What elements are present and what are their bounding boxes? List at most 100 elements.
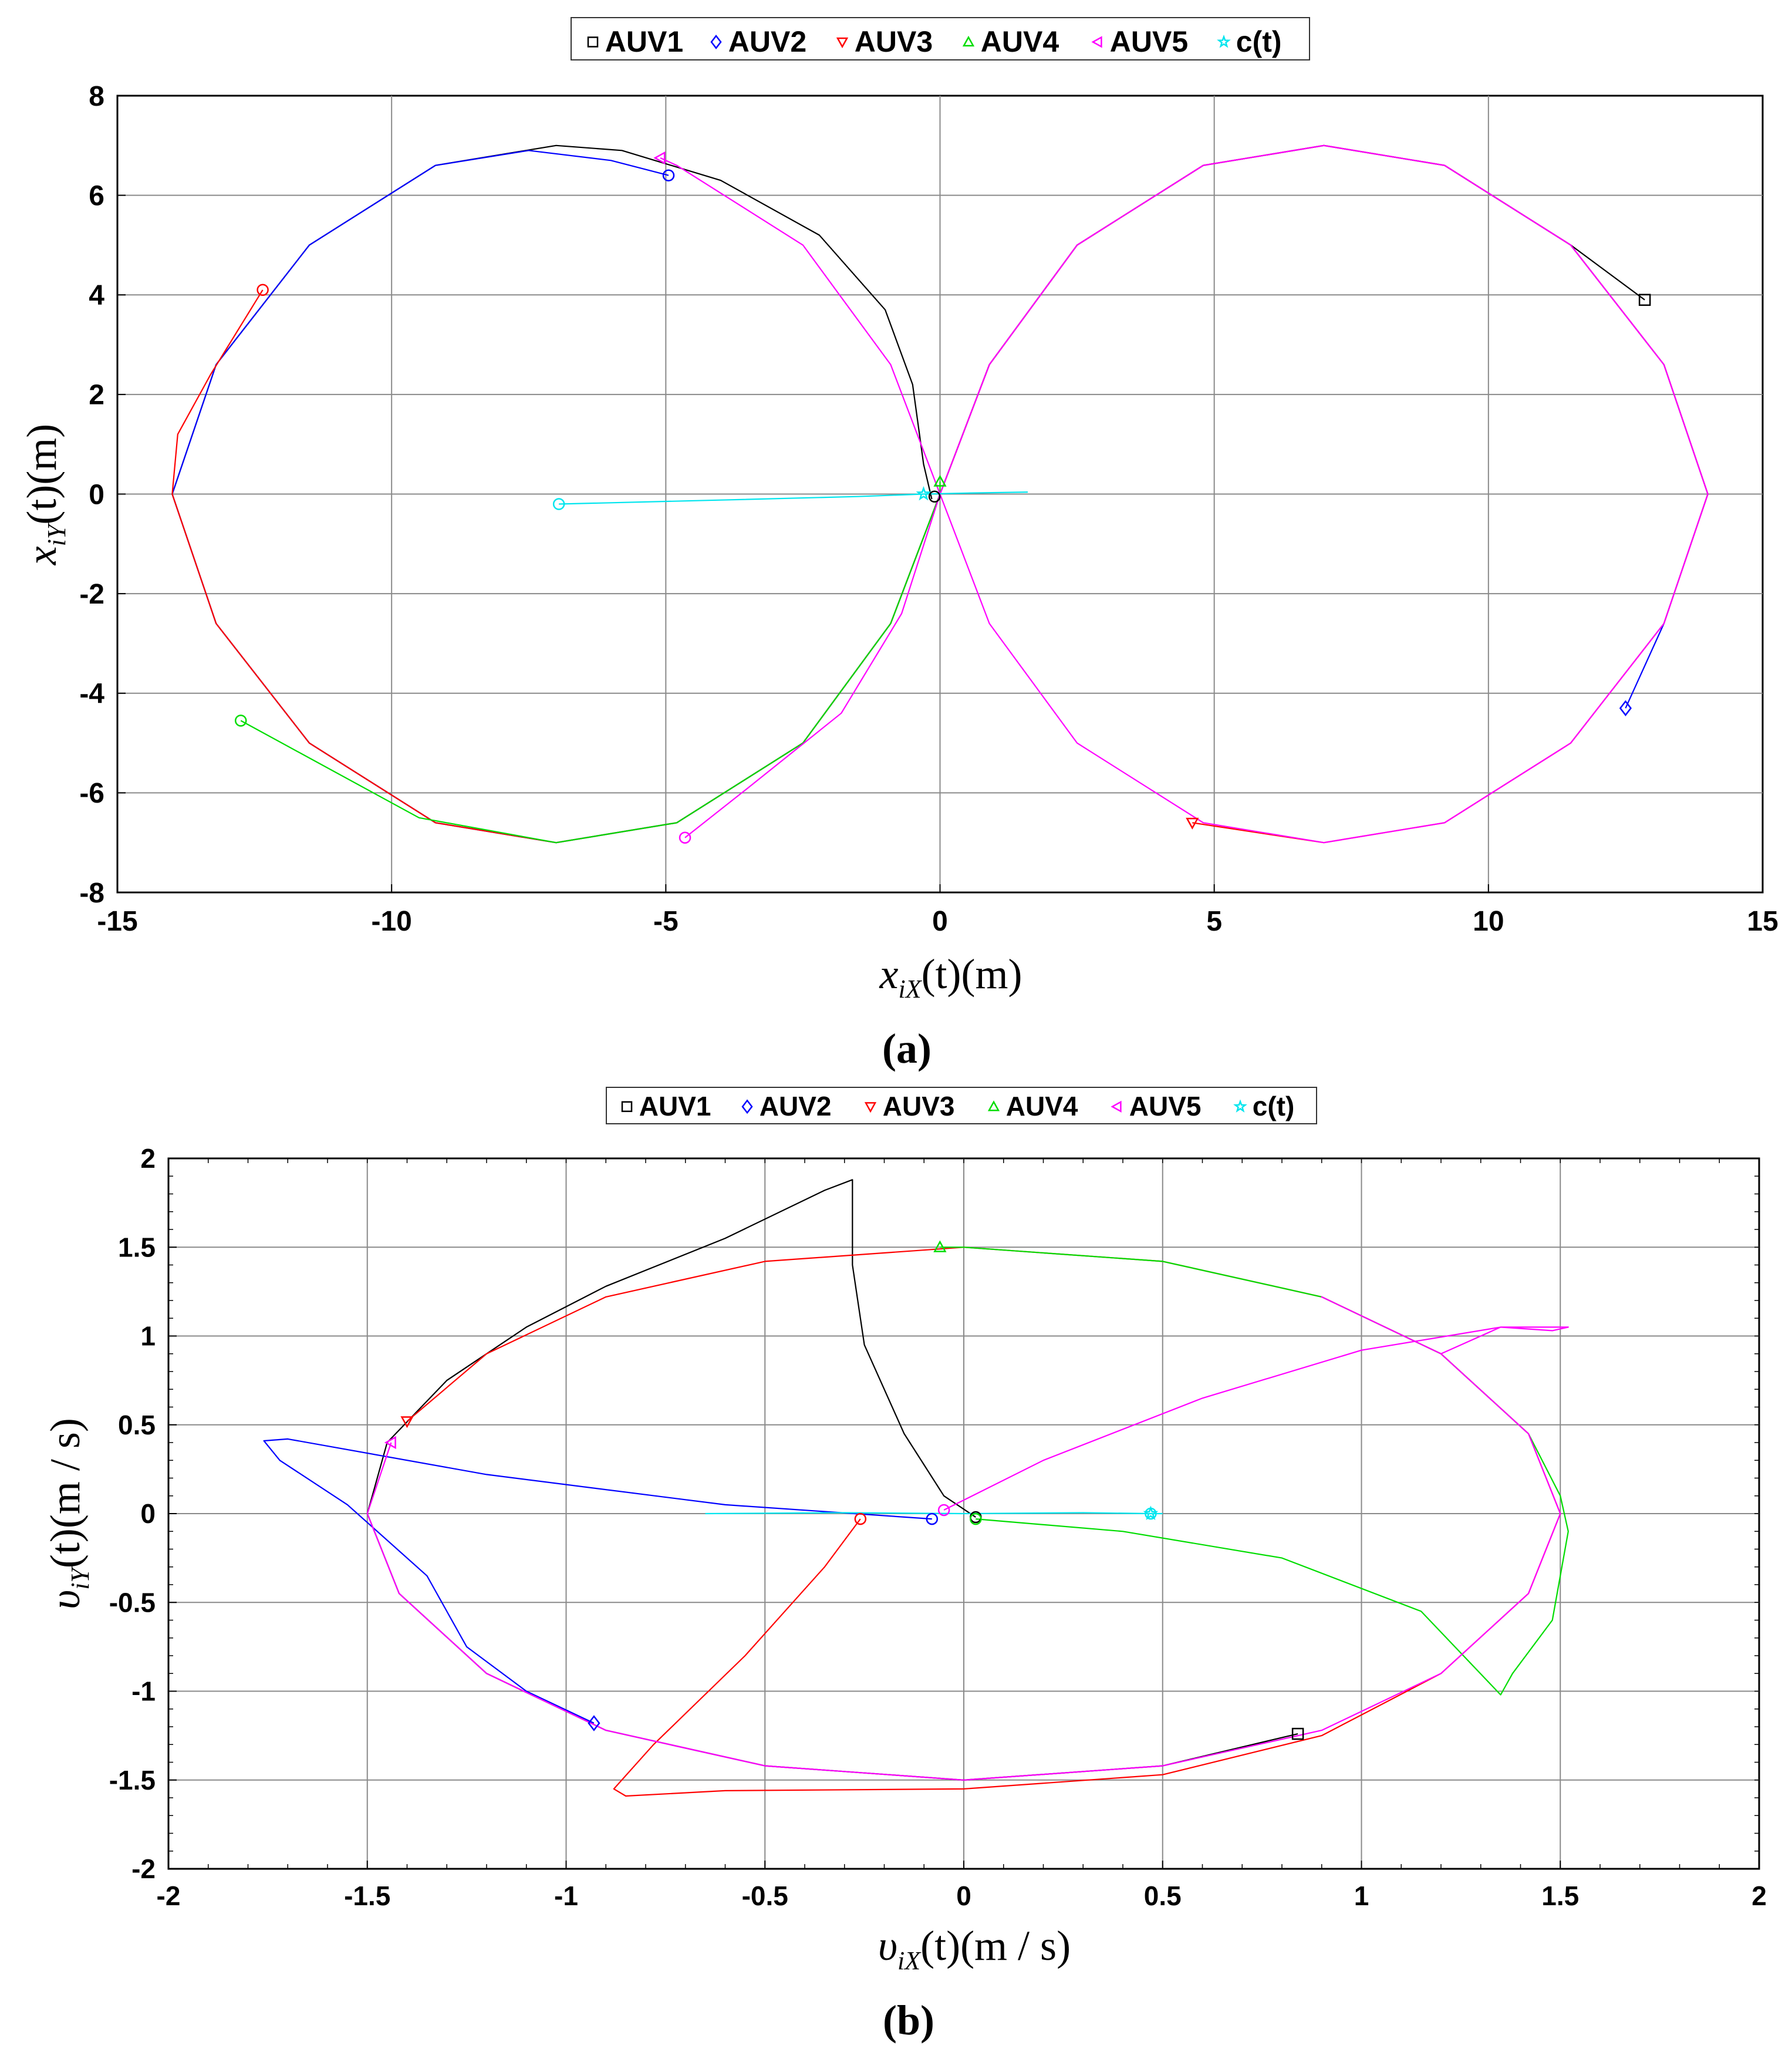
end-marker-auv3 — [1186, 817, 1199, 830]
start-marker — [662, 169, 675, 181]
y-tick-label: 0.5 — [118, 1410, 156, 1440]
x-tick-label: 1.5 — [1541, 1881, 1579, 1911]
x-tick-label: -1.5 — [344, 1881, 390, 1911]
x-tick-label: -10 — [371, 906, 411, 937]
start-marker — [928, 490, 941, 503]
ticks-b: -2 -1.5 -1 -0.5 0 0.5 1 1.5 2 -2 -1.5 -1 -0.5 0 0.5 1 1.… — [109, 1143, 1767, 1911]
x-tick-label: 0 — [932, 906, 948, 937]
legend-marker — [710, 35, 722, 49]
series-line-ct — [559, 491, 1028, 505]
legend-marker — [1111, 1100, 1122, 1113]
y-tick-label: 1 — [140, 1321, 156, 1352]
end-marker-auv1 — [1638, 294, 1651, 306]
x-tick-label: -5 — [653, 906, 679, 937]
x-tick-label: 10 — [1473, 906, 1504, 937]
y-tick-label: -1 — [131, 1676, 156, 1707]
legend-label: AUV1 — [605, 25, 683, 58]
x-axis-label-b: υiX(t)(m / s) — [878, 1922, 1071, 1975]
y-tick-label: 8 — [89, 81, 104, 112]
start-marker — [937, 1504, 950, 1517]
x-axis-label-a: xiX(t)(m) — [879, 951, 1022, 1003]
y-tick-label: -2 — [79, 579, 104, 610]
x-tick-label: 0 — [956, 1881, 971, 1911]
start-marker — [257, 284, 269, 296]
series-b — [263, 1179, 1569, 1797]
legend-label: AUV1 — [639, 1091, 711, 1121]
end-marker-auv5 — [384, 1436, 396, 1450]
y-tick-label: 6 — [89, 180, 104, 211]
end-marker-auv2 — [1619, 700, 1632, 716]
x-tick-label: 0.5 — [1144, 1881, 1182, 1911]
y-tick-label: -4 — [79, 679, 104, 710]
start-marker — [970, 1512, 982, 1525]
legend-label: AUV4 — [981, 25, 1059, 58]
legend-marker — [621, 1101, 633, 1113]
panel-label-b: (b) — [883, 1997, 934, 2044]
y-tick-label: -6 — [79, 778, 104, 809]
legend-label: AUV5 — [1129, 1091, 1202, 1121]
legend-label: AUV4 — [1006, 1091, 1078, 1121]
legend-label: AUV3 — [883, 1091, 955, 1121]
start-marker — [234, 715, 247, 727]
x-tick-label: -1 — [554, 1881, 578, 1911]
legend-marker — [1217, 35, 1231, 48]
y-tick-label: -1.5 — [109, 1765, 156, 1795]
panel-label-a: (a) — [882, 1025, 932, 1072]
start-marker — [854, 1512, 867, 1525]
legend-marker — [987, 1100, 1000, 1111]
legend-marker — [962, 35, 975, 47]
legend-label: AUV5 — [1110, 25, 1188, 58]
legend-marker — [1091, 36, 1102, 48]
y-tick-label: 1.5 — [118, 1232, 156, 1262]
end-marker-ct — [916, 486, 932, 501]
legend-marker — [836, 37, 849, 49]
start-marker — [926, 1512, 939, 1525]
end-marker-auv2 — [588, 1715, 600, 1731]
legend-label: c(t) — [1236, 25, 1282, 58]
x-tick-label: 1 — [1354, 1881, 1369, 1911]
y-axis-label-b: υiY(t)(m / s) — [42, 1418, 95, 1609]
legend-marker — [864, 1102, 877, 1113]
legend-marker — [587, 36, 599, 48]
y-tick-label: 0 — [140, 1498, 156, 1529]
series-a — [171, 144, 1709, 844]
legend-label: AUV2 — [760, 1091, 832, 1121]
legend-label: c(t) — [1253, 1091, 1295, 1121]
x-tick-label: 2 — [1751, 1881, 1767, 1911]
x-tick-label: 15 — [1747, 906, 1778, 937]
y-tick-label: 0 — [89, 479, 104, 510]
x-tick-label: -0.5 — [742, 1881, 788, 1911]
series-line-ct — [705, 1512, 1163, 1515]
legend-label: AUV3 — [855, 25, 933, 58]
y-tick-label: -8 — [79, 878, 104, 909]
end-marker-auv4 — [933, 474, 947, 487]
legend-a: AUV1 AUV2 AUV3 AUV4 AUV5 c(t) — [571, 17, 1310, 60]
x-tick-label: 5 — [1206, 906, 1222, 937]
y-tick-label: 4 — [89, 280, 104, 311]
series-line-auv4 — [240, 481, 941, 844]
y-tick-label: 2 — [140, 1143, 156, 1174]
panel-a: AUV1 AUV2 AUV3 AUV4 AUV5 c(t) -15 -10 -5 0 5 10 15-… — [18, 17, 1778, 1072]
end-marker-auv4 — [933, 1240, 947, 1252]
x-tick-label: -15 — [97, 906, 137, 937]
legend-marker — [1233, 1099, 1247, 1113]
y-tick-label: -2 — [131, 1854, 156, 1884]
series-line-auv5 — [366, 1296, 1569, 1781]
legend-marker — [741, 1099, 753, 1114]
end-marker-auv1 — [1291, 1727, 1304, 1740]
legend-b: AUV1 AUV2 AUV3 AUV4 AUV5 c(t) — [606, 1087, 1317, 1124]
start-marker — [552, 498, 565, 510]
y-axis-label-a: xiY(t)(m) — [18, 424, 71, 566]
y-tick-label: 2 — [89, 380, 104, 411]
series-line-auv4 — [940, 1246, 1569, 1696]
legend-label: AUV2 — [728, 25, 806, 58]
end-marker-auv3 — [400, 1416, 414, 1428]
series-line-auv2 — [263, 1438, 932, 1724]
ticks-a: -15 -10 -5 0 5 10 15 -8 -6 -4 -2 0 2 4 6 8 — [79, 81, 1778, 937]
x-tick-label: -2 — [157, 1881, 181, 1911]
start-marker — [679, 831, 691, 844]
panel-b: AUV1 AUV2 AUV3 AUV4 AUV5 c(t) -2 -1.5 -1 -0.5 0 0.… — [42, 1087, 1767, 2044]
y-tick-label: -0.5 — [109, 1587, 156, 1618]
end-marker-auv5 — [653, 151, 666, 165]
